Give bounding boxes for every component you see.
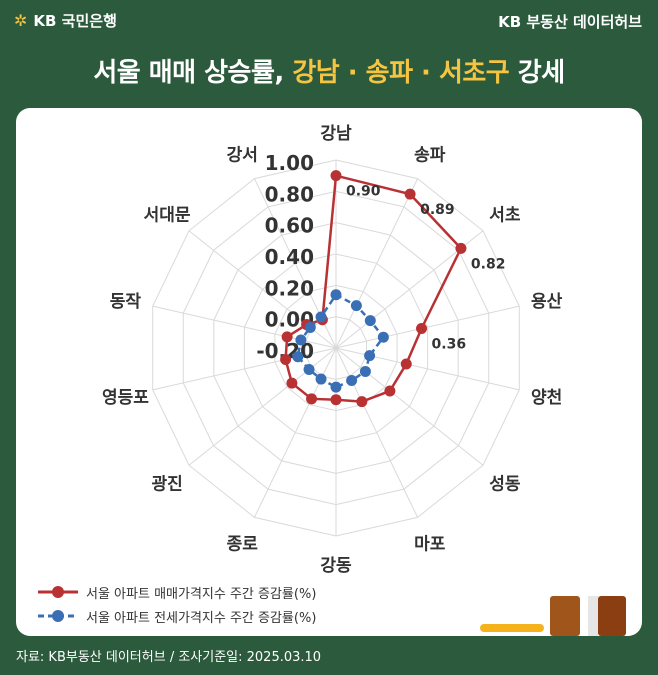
brand-name: KB 부동산 데이터허브 [498, 13, 642, 31]
kb-bank-logo: ✲ KB 국민은행 [14, 10, 117, 31]
data-label: 0.82 [471, 256, 506, 272]
chart-card: 1.00 0.80 0.60 0.40 0.20 0.00 -0.20 강남 송파 서초 용산 양천 성… [16, 108, 642, 636]
data-point [303, 363, 315, 375]
category-label: 마포 [414, 535, 446, 555]
kb-star-icon: ✲ [14, 11, 28, 30]
logo-text: KB 국민은행 [33, 12, 117, 30]
tick-label: 0.80 [265, 182, 314, 206]
tick-label: 0.60 [265, 214, 314, 238]
grid-spoke [253, 347, 337, 518]
data-point [416, 322, 428, 334]
category-label: 종로 [227, 535, 259, 555]
category-label: 송파 [414, 145, 446, 165]
grid-spoke [335, 347, 484, 466]
title-prefix: 서울 매매 상승률, [93, 58, 293, 88]
tick-label: 1.00 [265, 151, 314, 175]
data-point [330, 394, 342, 406]
legend-item-sale: 서울 아파트 매매가격지수 주간 증감률(%) [38, 580, 316, 604]
data-point [384, 385, 396, 397]
page-title: 서울 매매 상승률, 강남 · 송파 · 서초구 강세 [0, 52, 658, 89]
data-point [346, 374, 358, 386]
tick-label: 0.40 [265, 245, 314, 269]
source-note: 자료: KB부동산 데이터허브 / 조사기준일: 2025.03.10 [16, 650, 322, 665]
data-point [286, 377, 298, 389]
category-label: 강남 [320, 124, 352, 144]
data-point [364, 350, 376, 362]
tick-label: 0.20 [265, 276, 314, 300]
data-point [295, 334, 307, 346]
top-bar: ✲ KB 국민은행 KB 부동산 데이터허브 [0, 0, 658, 40]
decorative-block [550, 596, 580, 636]
category-label: 동작 [110, 292, 142, 312]
category-label: 강서 [227, 145, 258, 165]
legend-item-jeonse: 서울 아파트 전세가격지수 주간 증감률(%) [38, 604, 316, 628]
category-label: 강동 [320, 556, 352, 576]
grid-spoke [335, 178, 419, 349]
decorative-bar [480, 624, 544, 632]
category-label: 영등포 [102, 388, 149, 408]
data-point [330, 289, 342, 301]
data-point [377, 331, 389, 343]
category-label: 성동 [489, 475, 521, 495]
data-label: 0.36 [432, 336, 467, 352]
title-suffix: 강세 [509, 58, 565, 88]
grid-spoke [335, 305, 520, 349]
title-highlight: 강남 · 송파 · 서초구 [292, 58, 510, 88]
data-point [281, 331, 293, 343]
legend-label-jeonse: 서울 아파트 전세가격지수 주간 증감률(%) [86, 610, 317, 626]
data-point [330, 381, 342, 393]
data-point [359, 365, 371, 377]
data-point [315, 311, 327, 323]
data-label: 0.89 [420, 202, 455, 218]
legend-label-sale: 서울 아파트 매매가격지수 주간 증감률(%) [86, 586, 317, 602]
data-point [292, 351, 304, 363]
data-label: 0.90 [346, 184, 381, 200]
category-label: 광진 [151, 475, 182, 495]
chart-legend: 서울 아파트 매매가격지수 주간 증감률(%) 서울 아파트 전세가격지수 주간… [38, 580, 316, 628]
data-point [400, 358, 412, 370]
legend-marker-jeonse [38, 610, 78, 622]
grid-spoke [152, 347, 337, 391]
category-label: 서대문 [144, 205, 191, 225]
grid-spoke [188, 347, 337, 466]
data-point [304, 321, 316, 333]
decorative-block [588, 596, 598, 636]
data-point [350, 300, 362, 312]
data-point [364, 315, 376, 327]
category-label: 서초 [489, 205, 521, 225]
grid-spoke [335, 347, 419, 518]
data-point [306, 393, 318, 405]
radar-chart: 1.000.800.600.400.200.00-0.20강남송파서초용산양천성… [102, 124, 563, 576]
decorative-block [598, 596, 626, 636]
data-point [455, 242, 467, 254]
data-point [315, 373, 327, 385]
data-point [404, 188, 416, 200]
data-point [280, 354, 292, 366]
legend-marker-sale [38, 586, 78, 598]
data-point [330, 170, 342, 182]
category-label: 용산 [531, 292, 563, 312]
data-point [356, 396, 368, 408]
category-label: 양천 [531, 388, 562, 408]
